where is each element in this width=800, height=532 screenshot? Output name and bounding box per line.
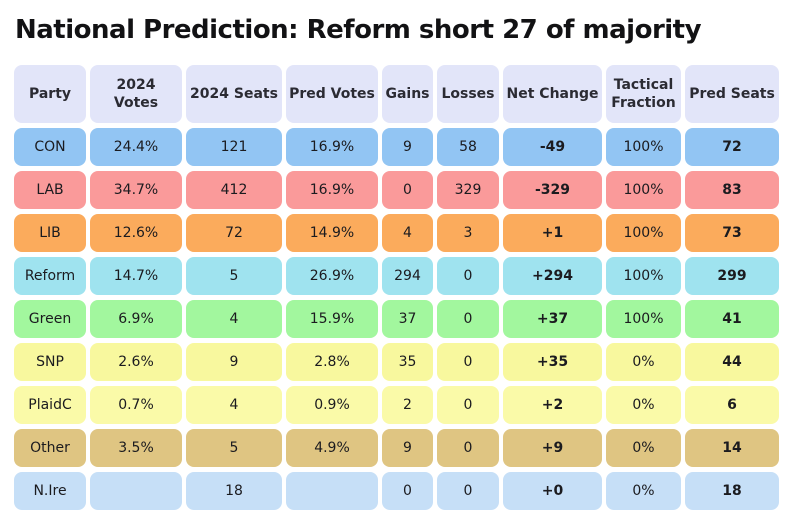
cell-net-change: +37 bbox=[503, 299, 602, 338]
cell-2024-seats: 5 bbox=[186, 428, 282, 467]
column-header-2024-seats: 2024 Seats bbox=[186, 64, 282, 123]
cell-2024-votes: 12.6% bbox=[90, 213, 182, 252]
cell-gains: 9 bbox=[382, 127, 433, 166]
cell-losses: 329 bbox=[437, 170, 499, 209]
column-header-pred-votes: Pred Votes bbox=[286, 64, 378, 123]
cell-2024-votes: 0.7% bbox=[90, 385, 182, 424]
cell-party: Green bbox=[14, 299, 86, 338]
cell-losses: 0 bbox=[437, 342, 499, 381]
column-header-pred-seats: Pred Seats bbox=[685, 64, 779, 123]
cell-pred-seats: 44 bbox=[685, 342, 779, 381]
cell-tactical-fraction: 100% bbox=[606, 299, 681, 338]
cell-tactical-fraction: 100% bbox=[606, 213, 681, 252]
prediction-table: Party 2024 Votes 2024 Seats Pred Votes G… bbox=[14, 64, 779, 510]
cell-party: CON bbox=[14, 127, 86, 166]
cell-2024-seats: 18 bbox=[186, 471, 282, 510]
cell-pred-votes: 14.9% bbox=[286, 213, 378, 252]
cell-losses: 0 bbox=[437, 256, 499, 295]
cell-2024-seats: 4 bbox=[186, 385, 282, 424]
cell-pred-votes: 16.9% bbox=[286, 170, 378, 209]
cell-tactical-fraction: 0% bbox=[606, 385, 681, 424]
cell-tactical-fraction: 0% bbox=[606, 342, 681, 381]
cell-net-change: +294 bbox=[503, 256, 602, 295]
cell-net-change: +35 bbox=[503, 342, 602, 381]
cell-party: N.Ire bbox=[14, 471, 86, 510]
cell-2024-votes: 34.7% bbox=[90, 170, 182, 209]
cell-party: LIB bbox=[14, 213, 86, 252]
cell-pred-seats: 41 bbox=[685, 299, 779, 338]
cell-losses: 0 bbox=[437, 299, 499, 338]
cell-2024-votes: 6.9% bbox=[90, 299, 182, 338]
cell-gains: 35 bbox=[382, 342, 433, 381]
cell-pred-seats: 6 bbox=[685, 385, 779, 424]
column-header-tactical-fraction: Tactical Fraction bbox=[606, 64, 681, 123]
cell-pred-votes bbox=[286, 471, 378, 510]
cell-party: LAB bbox=[14, 170, 86, 209]
cell-2024-seats: 9 bbox=[186, 342, 282, 381]
cell-pred-votes: 15.9% bbox=[286, 299, 378, 338]
cell-losses: 0 bbox=[437, 428, 499, 467]
cell-2024-votes bbox=[90, 471, 182, 510]
cell-tactical-fraction: 0% bbox=[606, 428, 681, 467]
cell-losses: 3 bbox=[437, 213, 499, 252]
cell-2024-votes: 2.6% bbox=[90, 342, 182, 381]
cell-tactical-fraction: 100% bbox=[606, 127, 681, 166]
cell-2024-seats: 72 bbox=[186, 213, 282, 252]
cell-pred-seats: 72 bbox=[685, 127, 779, 166]
cell-gains: 294 bbox=[382, 256, 433, 295]
cell-2024-seats: 412 bbox=[186, 170, 282, 209]
cell-tactical-fraction: 0% bbox=[606, 471, 681, 510]
cell-pred-seats: 299 bbox=[685, 256, 779, 295]
cell-2024-seats: 4 bbox=[186, 299, 282, 338]
cell-party: PlaidC bbox=[14, 385, 86, 424]
cell-pred-seats: 14 bbox=[685, 428, 779, 467]
cell-2024-votes: 24.4% bbox=[90, 127, 182, 166]
cell-net-change: +0 bbox=[503, 471, 602, 510]
cell-pred-seats: 18 bbox=[685, 471, 779, 510]
cell-losses: 58 bbox=[437, 127, 499, 166]
cell-net-change: -329 bbox=[503, 170, 602, 209]
cell-2024-votes: 14.7% bbox=[90, 256, 182, 295]
cell-party: Reform bbox=[14, 256, 86, 295]
cell-pred-votes: 26.9% bbox=[286, 256, 378, 295]
cell-gains: 2 bbox=[382, 385, 433, 424]
page-title: National Prediction: Reform short 27 of … bbox=[15, 15, 702, 45]
column-header-gains: Gains bbox=[382, 64, 433, 123]
cell-net-change: +2 bbox=[503, 385, 602, 424]
cell-tactical-fraction: 100% bbox=[606, 256, 681, 295]
cell-pred-votes: 16.9% bbox=[286, 127, 378, 166]
cell-pred-votes: 0.9% bbox=[286, 385, 378, 424]
cell-party: Other bbox=[14, 428, 86, 467]
column-header-2024-votes: 2024 Votes bbox=[90, 64, 182, 123]
cell-net-change: +9 bbox=[503, 428, 602, 467]
cell-pred-votes: 4.9% bbox=[286, 428, 378, 467]
cell-pred-seats: 83 bbox=[685, 170, 779, 209]
cell-losses: 0 bbox=[437, 471, 499, 510]
column-header-losses: Losses bbox=[437, 64, 499, 123]
cell-gains: 9 bbox=[382, 428, 433, 467]
cell-gains: 0 bbox=[382, 170, 433, 209]
cell-2024-seats: 5 bbox=[186, 256, 282, 295]
cell-losses: 0 bbox=[437, 385, 499, 424]
cell-pred-seats: 73 bbox=[685, 213, 779, 252]
cell-gains: 4 bbox=[382, 213, 433, 252]
cell-2024-seats: 121 bbox=[186, 127, 282, 166]
cell-net-change: -49 bbox=[503, 127, 602, 166]
cell-net-change: +1 bbox=[503, 213, 602, 252]
cell-2024-votes: 3.5% bbox=[90, 428, 182, 467]
cell-pred-votes: 2.8% bbox=[286, 342, 378, 381]
cell-gains: 37 bbox=[382, 299, 433, 338]
cell-tactical-fraction: 100% bbox=[606, 170, 681, 209]
column-header-party: Party bbox=[14, 64, 86, 123]
cell-party: SNP bbox=[14, 342, 86, 381]
column-header-net-change: Net Change bbox=[503, 64, 602, 123]
cell-gains: 0 bbox=[382, 471, 433, 510]
